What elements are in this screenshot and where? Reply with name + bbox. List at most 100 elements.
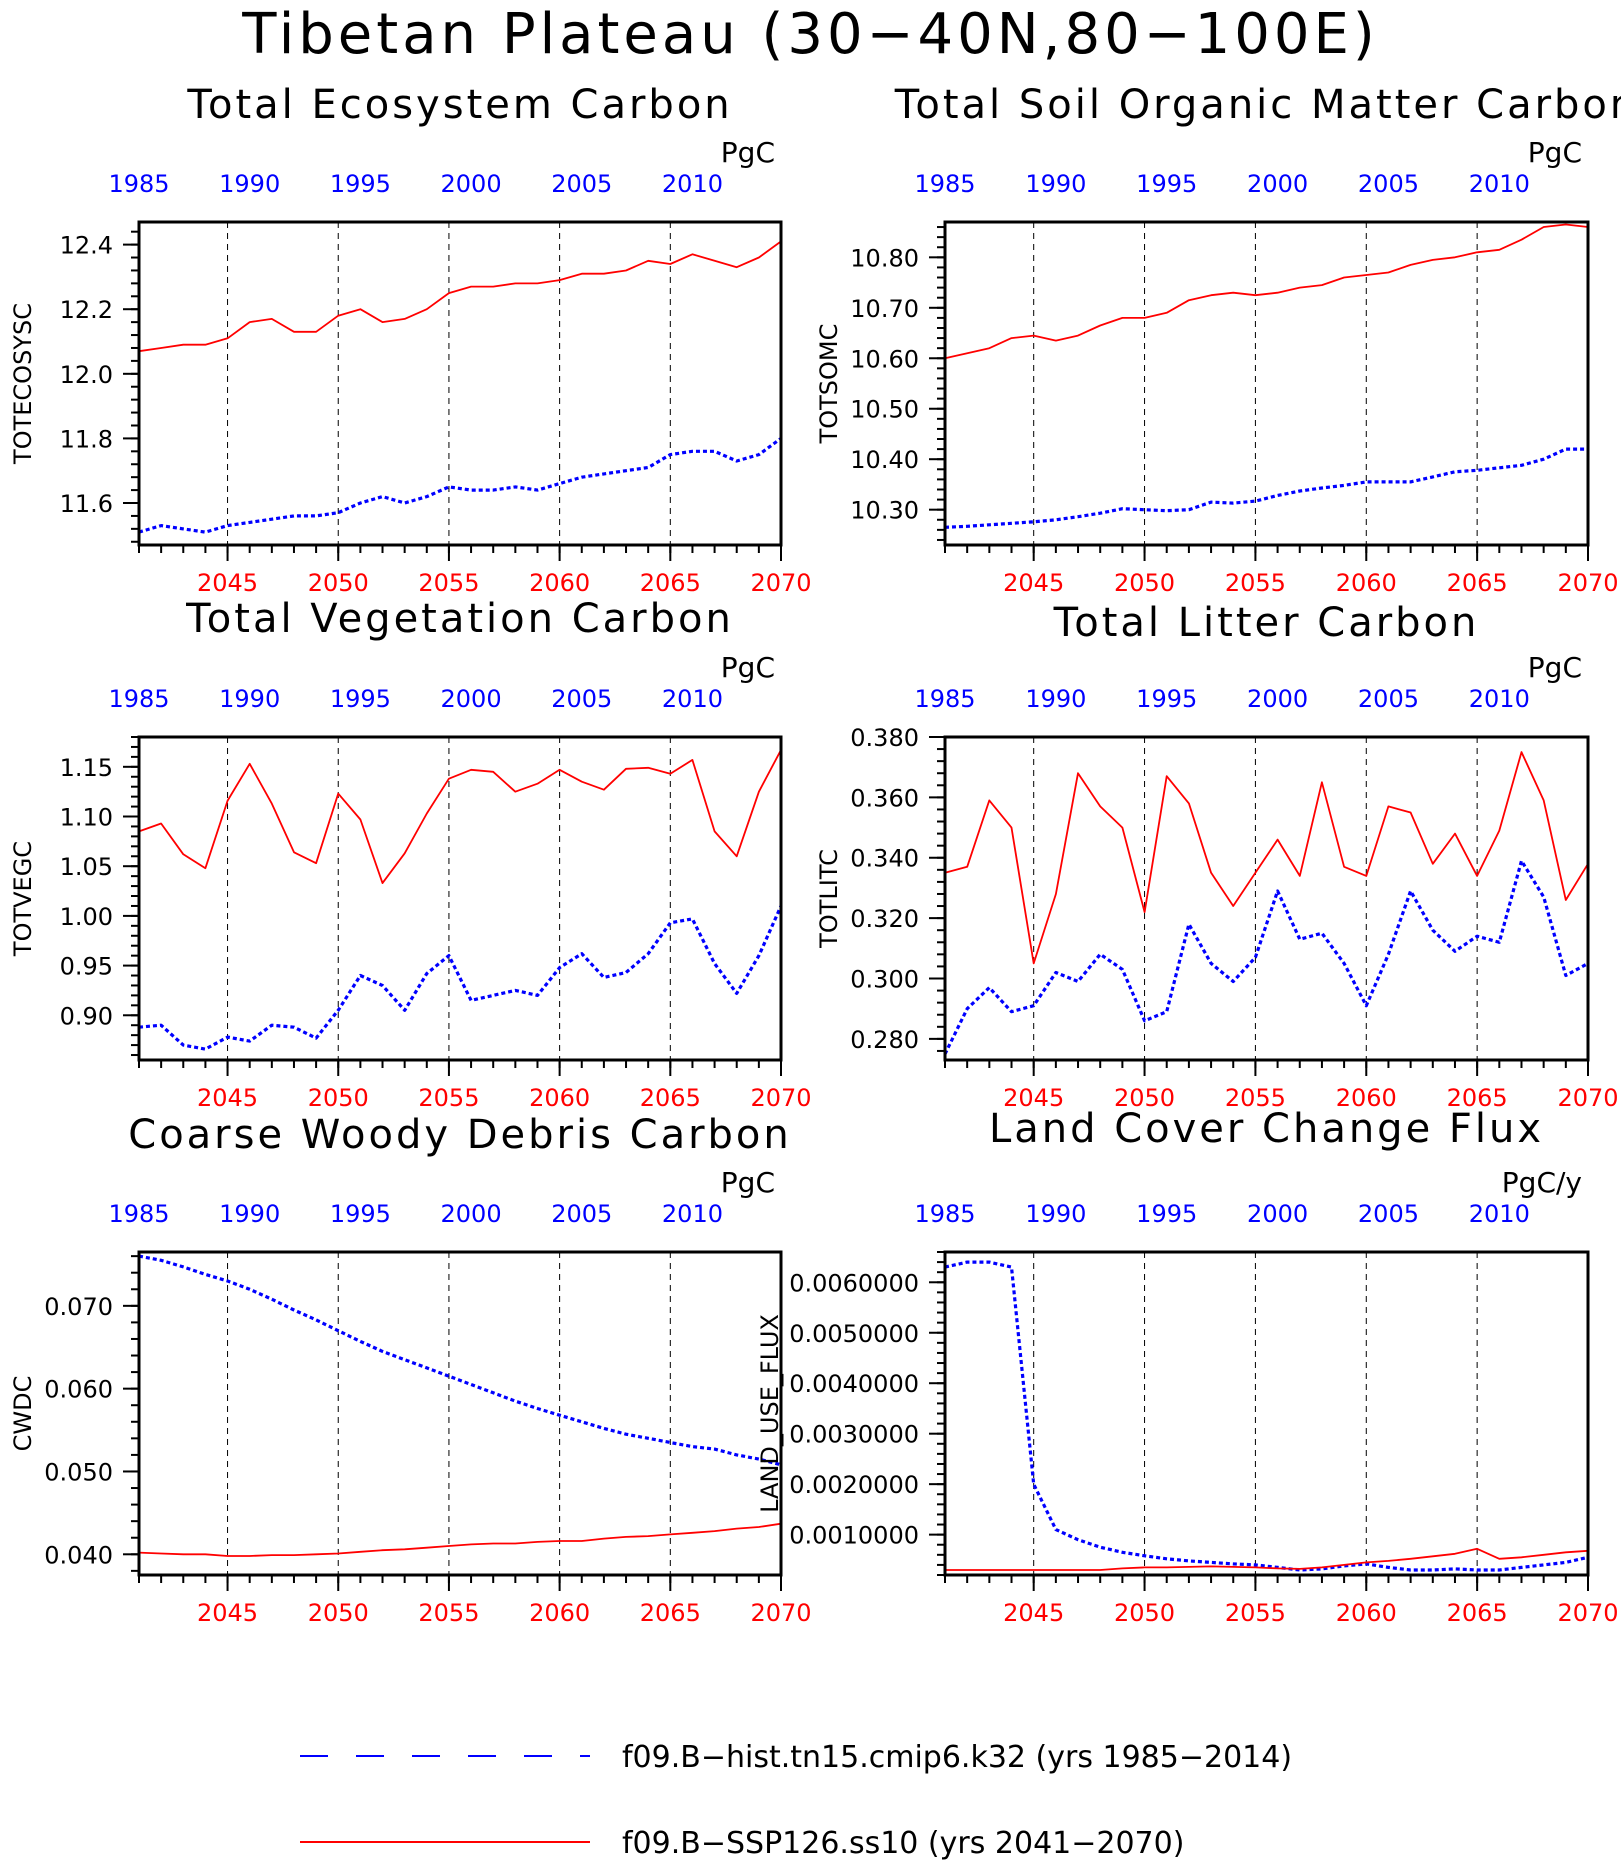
x-top-tick-label: 1995	[1136, 685, 1197, 713]
y-tick-label: 10.30	[850, 497, 919, 525]
x-bottom-tick-label: 2060	[529, 569, 590, 597]
x-bottom-tick-label: 2060	[1336, 569, 1397, 597]
x-top-tick-label: 1995	[1136, 1200, 1197, 1228]
x-bottom-tick-label: 2045	[1003, 1599, 1064, 1627]
x-top-tick-label: 1985	[108, 170, 169, 198]
y-tick-label: 11.8	[60, 425, 113, 453]
series-line-ssp	[945, 1547, 1589, 1571]
x-bottom-tick-label: 2050	[308, 1599, 369, 1627]
x-bottom-tick-label: 2045	[197, 1599, 258, 1627]
y-tick-label: 12.4	[60, 232, 113, 260]
x-bottom-tick-label: 2055	[1225, 1084, 1286, 1112]
plot-frame	[943, 220, 1590, 547]
y-tick-label: 12.0	[60, 361, 113, 389]
x-bottom-tick-label: 2055	[1225, 569, 1286, 597]
y-tick-label: 12.2	[60, 296, 113, 324]
chart-title: Land Cover Change Flux	[989, 1106, 1544, 1152]
x-top-tick-label: 2005	[551, 170, 612, 198]
chart-panel-2: Total Soil Organic Matter Carbon PgC TOTSO…	[815, 82, 1621, 597]
x-bottom-tick-label: 2070	[1557, 1084, 1618, 1112]
units-label: PgC	[721, 651, 775, 684]
legend-label-hist: f09.B−hist.tn15.cmip6.k32 (yrs 1985−2014…	[622, 1740, 1292, 1775]
series-line-hist	[138, 905, 783, 1051]
y-tick-label: 10.40	[850, 446, 919, 474]
units-label: PgC	[1528, 651, 1582, 684]
x-top-tick-label: 1990	[1025, 170, 1086, 198]
x-bottom-tick-label: 2050	[1114, 569, 1175, 597]
x-top-tick-label: 2005	[551, 1200, 612, 1228]
x-bottom-tick-label: 2060	[1336, 1599, 1397, 1627]
x-bottom-tick-label: 2045	[197, 569, 258, 597]
page-title: Tibetan Plateau (30−40N,80−100E)	[242, 2, 1379, 67]
y-tick-label: 0.040	[44, 1541, 113, 1569]
plot-frame	[943, 1250, 1590, 1577]
legend: f09.B−hist.tn15.cmip6.k32 (yrs 1985−2014…	[300, 1740, 1292, 1861]
units-label: PgC	[1528, 136, 1582, 169]
plot-frame	[137, 735, 783, 1062]
x-top-tick-label: 2000	[1247, 685, 1308, 713]
y-axis-label: TOTVEGC	[9, 841, 37, 957]
y-axis-label: TOTLITC	[815, 849, 843, 949]
x-top-tick-label: 2005	[1358, 685, 1419, 713]
y-tick-label: 0.340	[850, 845, 919, 873]
x-top-tick-label: 1990	[219, 685, 280, 713]
x-top-tick-label: 2000	[1247, 1200, 1308, 1228]
y-tick-label: 0.320	[850, 905, 919, 933]
x-bottom-tick-label: 2045	[1003, 569, 1064, 597]
y-tick-label: 0.0030000	[789, 1421, 919, 1449]
y-tick-label: 0.360	[850, 784, 919, 812]
series-line-ssp	[138, 749, 782, 884]
y-tick-label: 10.70	[850, 295, 919, 323]
x-top-tick-label: 2000	[441, 1200, 502, 1228]
x-bottom-tick-label: 2070	[750, 1084, 811, 1112]
units-label: PgC	[721, 136, 775, 169]
y-axis-label: CWDC	[9, 1376, 37, 1452]
y-tick-label: 0.0010000	[789, 1522, 919, 1550]
x-bottom-tick-label: 2050	[308, 1084, 369, 1112]
series-line-hist	[138, 437, 782, 534]
x-top-tick-label: 1990	[1025, 1200, 1086, 1228]
x-top-tick-label: 1990	[1025, 685, 1086, 713]
x-top-tick-label: 1985	[914, 685, 975, 713]
y-tick-label: 1.05	[60, 853, 113, 881]
plot-frame	[137, 1250, 783, 1577]
series-line-ssp	[138, 240, 782, 353]
x-top-tick-label: 2005	[1358, 170, 1419, 198]
y-tick-label: 1.10	[60, 804, 113, 832]
series-line-hist	[944, 1260, 1589, 1572]
x-top-tick-label: 2010	[1469, 685, 1530, 713]
x-top-tick-label: 1995	[1136, 170, 1197, 198]
chart-title: Coarse Woody Debris Carbon	[128, 1112, 791, 1158]
x-bottom-tick-label: 2065	[1447, 1084, 1508, 1112]
y-tick-label: 0.95	[60, 953, 113, 981]
y-tick-label: 0.0050000	[789, 1320, 919, 1348]
x-bottom-tick-label: 2070	[750, 1599, 811, 1627]
x-bottom-tick-label: 2055	[1225, 1599, 1286, 1627]
x-bottom-tick-label: 2065	[1447, 569, 1508, 597]
chart-panel-5: Coarse Woody Debris Carbon PgC CWDC 2045 205…	[9, 1112, 812, 1627]
x-bottom-tick-label: 2060	[529, 1599, 590, 1627]
x-top-tick-label: 1990	[219, 170, 280, 198]
x-bottom-tick-label: 2060	[1336, 1084, 1397, 1112]
x-top-tick-label: 2010	[662, 685, 723, 713]
x-top-tick-label: 2000	[441, 685, 502, 713]
series-line-hist	[138, 1254, 782, 1467]
x-top-tick-label: 2000	[441, 170, 502, 198]
series-line-hist	[944, 447, 1588, 529]
legend-label-ssp: f09.B−SSP126.ss10 (yrs 2041−2070)	[622, 1826, 1184, 1861]
y-tick-label: 0.0020000	[789, 1471, 919, 1499]
x-top-tick-label: 1985	[914, 170, 975, 198]
y-tick-label: 0.060	[44, 1376, 113, 1404]
y-tick-label: 11.6	[60, 490, 113, 518]
chart-title: Total Vegetation Carbon	[185, 596, 734, 642]
x-bottom-tick-label: 2070	[750, 569, 811, 597]
x-bottom-tick-label: 2050	[1114, 1599, 1175, 1627]
x-top-tick-label: 1995	[330, 170, 391, 198]
x-bottom-tick-label: 2060	[529, 1084, 590, 1112]
x-bottom-tick-label: 2065	[640, 1084, 701, 1112]
x-top-tick-label: 1995	[330, 1200, 391, 1228]
chart-panel-4: Total Litter Carbon PgC TOTLITC 2045 2050 205…	[815, 600, 1619, 1112]
x-top-tick-label: 1990	[219, 1200, 280, 1228]
x-bottom-tick-label: 2065	[640, 569, 701, 597]
x-top-tick-label: 1995	[330, 685, 391, 713]
